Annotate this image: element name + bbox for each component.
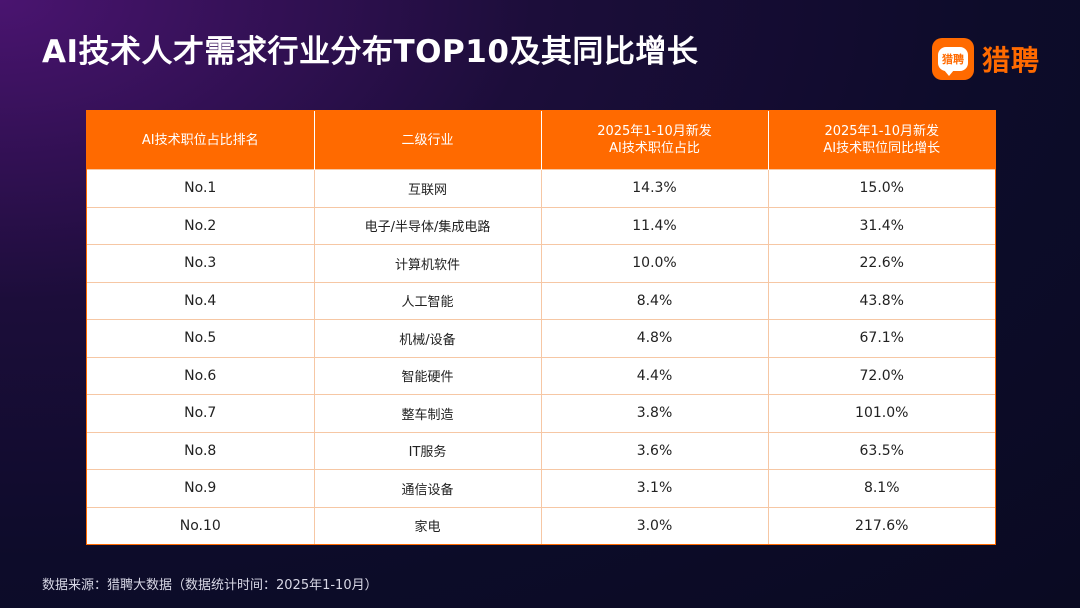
cell-rank: No.10 bbox=[87, 506, 314, 544]
cell-rank: No.2 bbox=[87, 206, 314, 245]
liepin-logo-icon: 猎聘 bbox=[932, 38, 974, 80]
cell-industry: 电子/半导体/集成电路 bbox=[313, 206, 541, 245]
industry-table: AI技术职位占比排名 二级行业 2025年1-10月新发 AI技术职位占比 20… bbox=[86, 110, 996, 545]
header-growth: 2025年1-10月新发 AI技术职位同比增长 bbox=[767, 111, 995, 170]
brand-name: 猎聘 bbox=[982, 44, 1041, 77]
cell-rank: No.5 bbox=[87, 319, 314, 357]
cell-growth: 15.0% bbox=[767, 169, 995, 207]
header-share: 2025年1-10月新发 AI技术职位占比 bbox=[540, 111, 768, 170]
cell-share: 4.8% bbox=[540, 319, 768, 357]
data-source-note: 数据来源：猎聘大数据（数据统计时间：2025年1-10月） bbox=[42, 578, 378, 593]
cell-growth: 22.6% bbox=[767, 244, 995, 282]
cell-share: 3.0% bbox=[540, 506, 768, 544]
cell-share: 4.4% bbox=[540, 356, 768, 395]
table-row: No.8 IT服务 3.6% 63.5% bbox=[87, 431, 995, 470]
cell-share: 3.6% bbox=[540, 431, 768, 470]
cell-industry: 互联网 bbox=[313, 169, 541, 207]
logo-badge-text: 猎聘 bbox=[938, 47, 968, 76]
table-row: No.3 计算机软件 10.0% 22.6% bbox=[87, 244, 995, 282]
page-title: AI技术人才需求行业分布TOP10及其同比增长 bbox=[42, 34, 699, 70]
cell-share: 11.4% bbox=[540, 206, 768, 245]
cell-growth: 31.4% bbox=[767, 206, 995, 245]
brand-logo: 猎聘 猎聘 bbox=[932, 38, 1040, 80]
cell-growth: 67.1% bbox=[767, 319, 995, 357]
cell-rank: No.3 bbox=[87, 244, 314, 282]
cell-industry: 通信设备 bbox=[313, 469, 541, 507]
header-industry: 二级行业 bbox=[313, 111, 541, 170]
table-row: No.5 机械/设备 4.8% 67.1% bbox=[87, 319, 995, 357]
table-row: No.1 互联网 14.3% 15.0% bbox=[87, 169, 995, 207]
cell-industry: 机械/设备 bbox=[313, 319, 541, 357]
cell-growth: 43.8% bbox=[767, 281, 995, 320]
table-row: No.2 电子/半导体/集成电路 11.4% 31.4% bbox=[87, 206, 995, 245]
cell-rank: No.1 bbox=[87, 169, 314, 207]
cell-rank: No.7 bbox=[87, 394, 314, 432]
cell-industry: 计算机软件 bbox=[313, 244, 541, 282]
header-rank: AI技术职位占比排名 bbox=[87, 111, 314, 170]
table-row: No.6 智能硬件 4.4% 72.0% bbox=[87, 356, 995, 395]
table-row: No.10 家电 3.0% 217.6% bbox=[87, 506, 995, 544]
cell-rank: No.8 bbox=[87, 431, 314, 470]
cell-share: 3.1% bbox=[540, 469, 768, 507]
table-row: No.9 通信设备 3.1% 8.1% bbox=[87, 469, 995, 507]
cell-growth: 217.6% bbox=[767, 506, 995, 544]
cell-industry: 家电 bbox=[313, 506, 541, 544]
cell-growth: 63.5% bbox=[767, 431, 995, 470]
cell-rank: No.6 bbox=[87, 356, 314, 395]
cell-rank: No.9 bbox=[87, 469, 314, 507]
table-row: No.7 整车制造 3.8% 101.0% bbox=[87, 394, 995, 432]
cell-growth: 101.0% bbox=[767, 394, 995, 432]
cell-industry: IT服务 bbox=[313, 431, 541, 470]
table-row: No.4 人工智能 8.4% 43.8% bbox=[87, 281, 995, 320]
cell-growth: 8.1% bbox=[767, 469, 995, 507]
cell-share: 8.4% bbox=[540, 281, 768, 320]
cell-rank: No.4 bbox=[87, 281, 314, 320]
cell-share: 3.8% bbox=[540, 394, 768, 432]
table-header-row: AI技术职位占比排名 二级行业 2025年1-10月新发 AI技术职位占比 20… bbox=[87, 111, 995, 170]
cell-share: 10.0% bbox=[540, 244, 768, 282]
cell-growth: 72.0% bbox=[767, 356, 995, 395]
cell-industry: 智能硬件 bbox=[313, 356, 541, 395]
cell-industry: 整车制造 bbox=[313, 394, 541, 432]
cell-share: 14.3% bbox=[540, 169, 768, 207]
cell-industry: 人工智能 bbox=[313, 281, 541, 320]
